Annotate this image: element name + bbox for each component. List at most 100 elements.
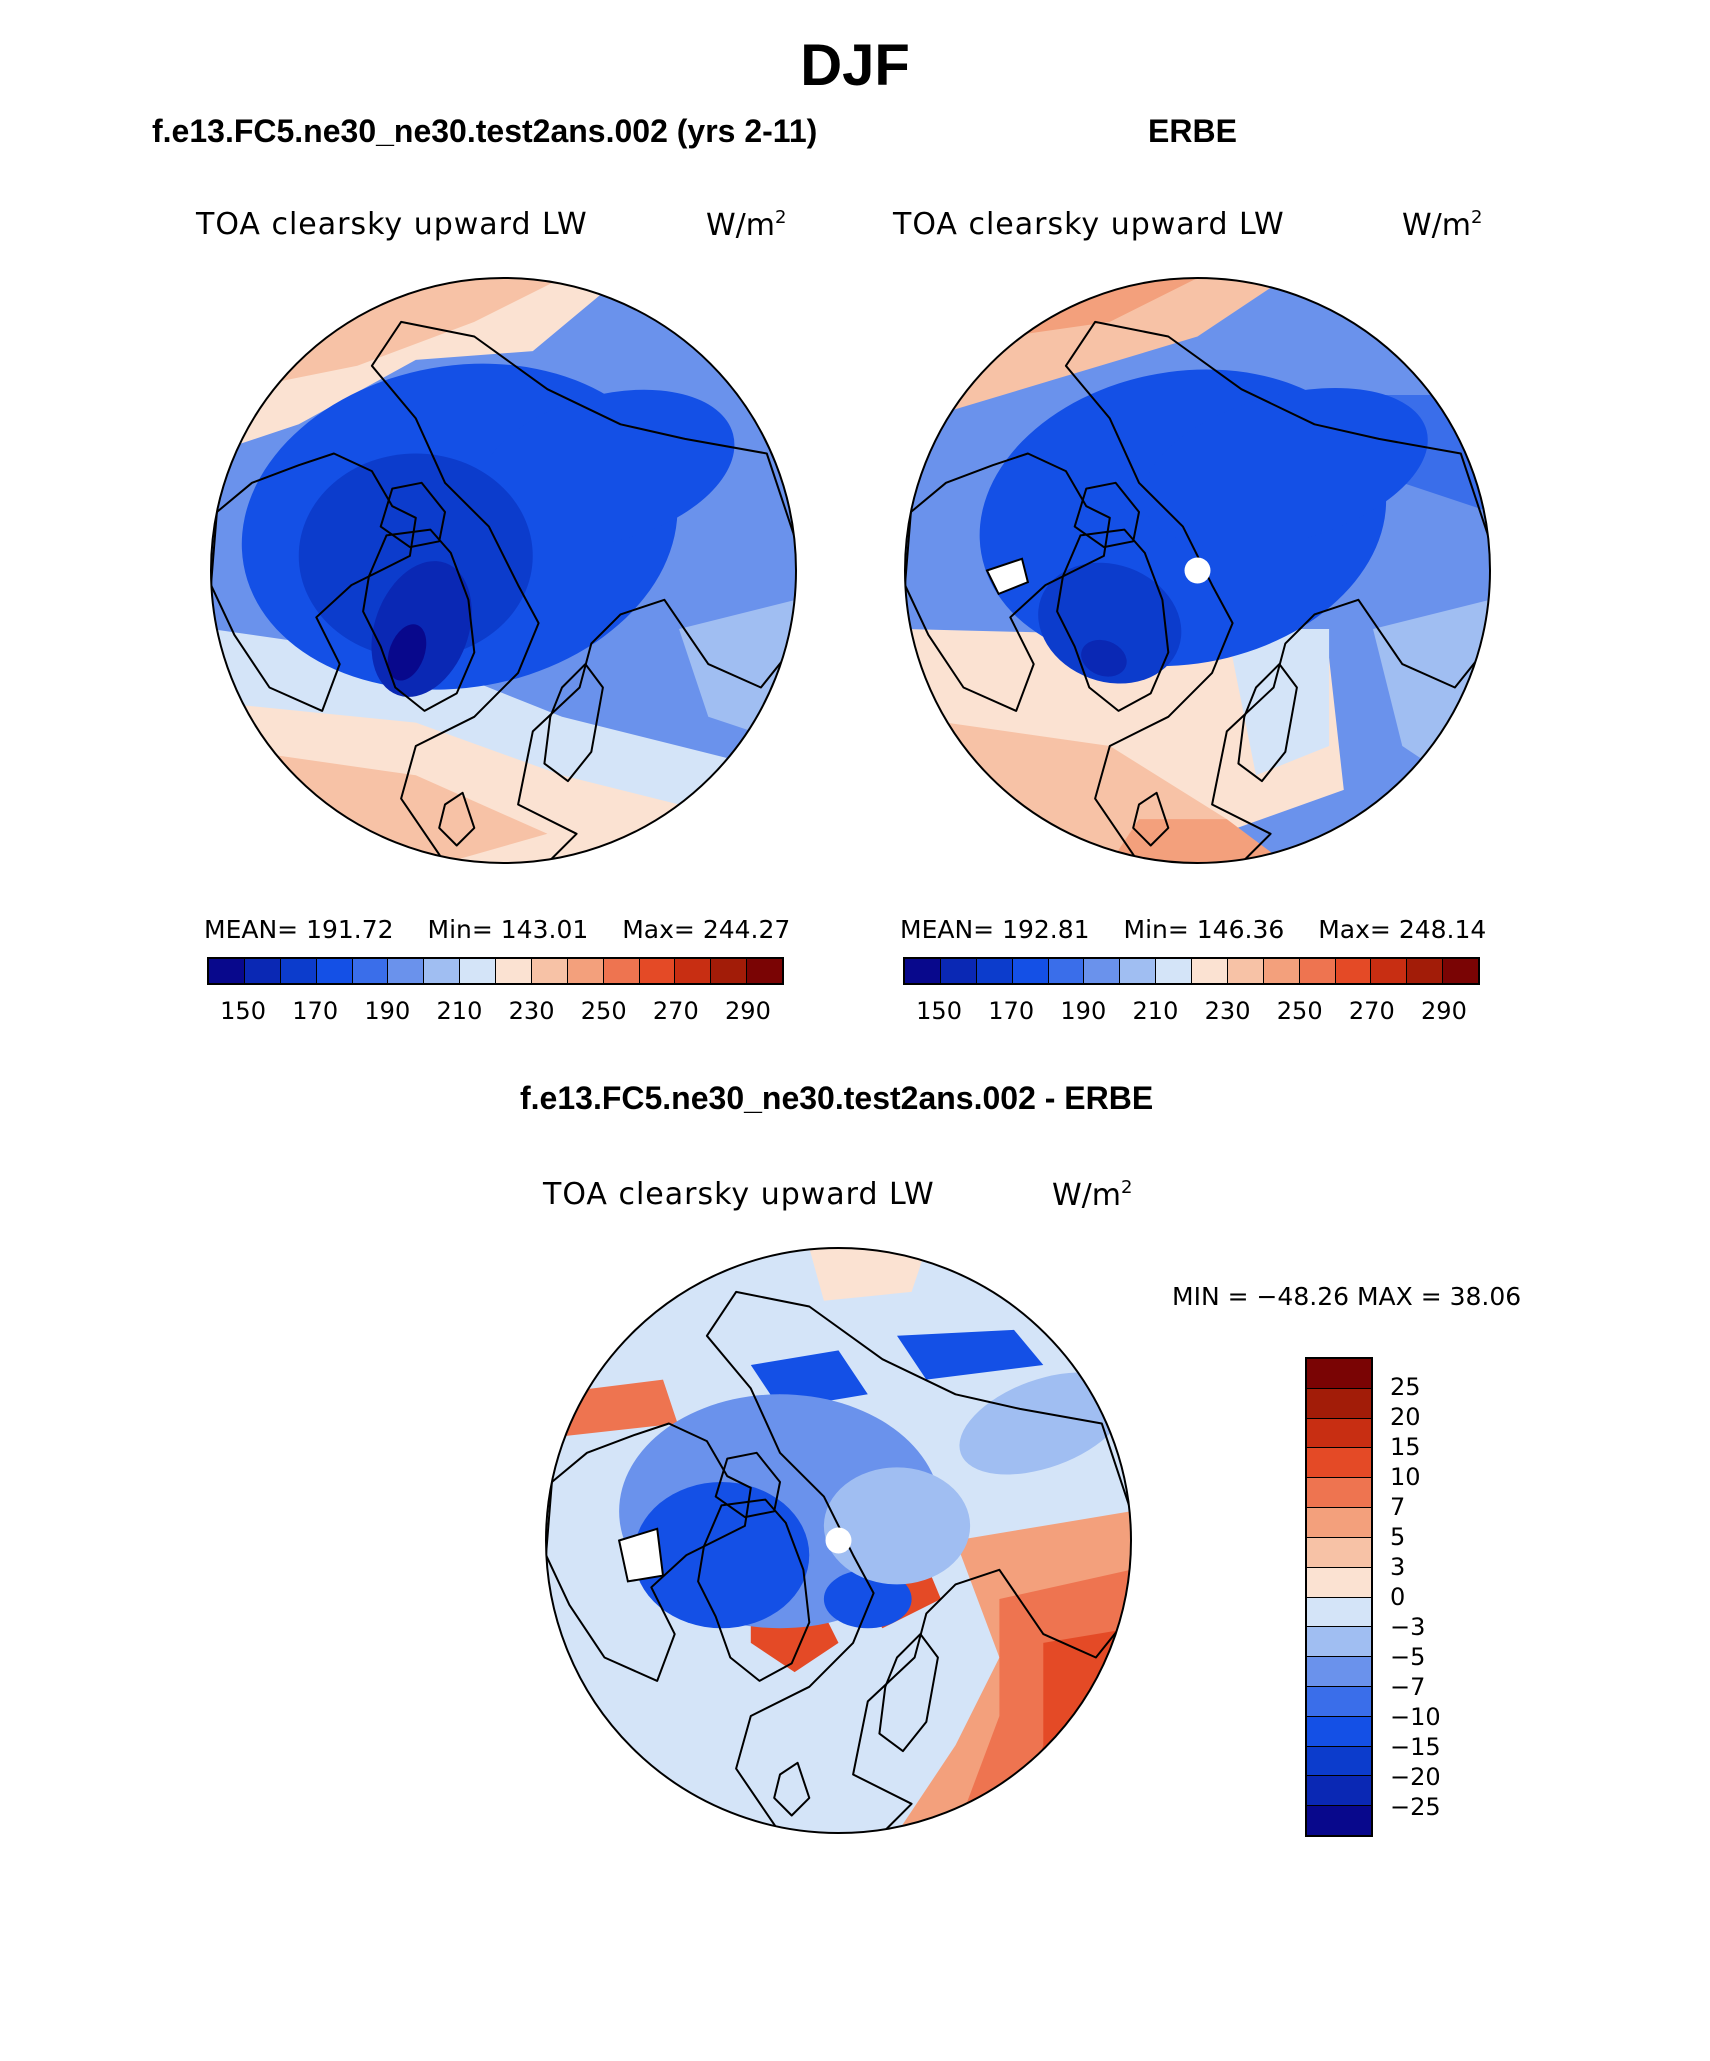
colorbar-swatch [1263, 959, 1300, 983]
colorbar-swatch [244, 959, 281, 983]
colorbar-swatch [1048, 959, 1085, 983]
field-contour-region [1142, 387, 1428, 549]
british-isles-coastline [773, 1761, 811, 1817]
colorbar-swatch [940, 959, 977, 983]
colorbar-tick-label: 230 [1204, 997, 1251, 1025]
colorbar-swatch [352, 959, 389, 983]
colorbar-tick-label: 210 [1132, 997, 1179, 1025]
colorbar-swatch [1307, 1806, 1371, 1835]
field-contour-region [1081, 639, 1127, 677]
colorbar-tick-label: −15 [1390, 1733, 1441, 1761]
field-contour-region [633, 1482, 810, 1629]
map-boundary [545, 1247, 1132, 1834]
colorbar-tick-label: −5 [1390, 1643, 1426, 1671]
colorbar-swatch [1227, 959, 1264, 983]
field-contour-region [477, 389, 735, 547]
greenland-coastline [1056, 528, 1170, 712]
model-mean-value: 191.72 [306, 915, 394, 944]
colorbar-swatch [1307, 1418, 1371, 1449]
colorbar-swatch [603, 959, 640, 983]
colorbar-tick-label: 270 [652, 997, 699, 1025]
colorbar-swatch [1084, 959, 1121, 983]
colorbar-tick-label: 150 [220, 997, 266, 1025]
colorbar-swatch [1443, 959, 1478, 983]
obs-mean-value: 192.81 [1002, 915, 1090, 944]
colorbar-swatch [675, 959, 712, 983]
colorbar-swatch [1307, 1508, 1371, 1538]
colorbar-swatch [1299, 959, 1336, 983]
colorbar-tick-label: 250 [1276, 997, 1323, 1025]
obs-polar-map [904, 277, 1491, 864]
obs-colorbar-labels: 150 170 190 210 230 250 270 290 [903, 997, 1480, 1027]
model-min-label: Min= [427, 915, 493, 944]
obs-stats: MEAN= 192.81 Min= 146.36 Max= 248.14 [900, 915, 1486, 944]
scandinavia-coastline [543, 663, 604, 783]
colorbar-swatch [905, 959, 941, 983]
north-america-coastline [211, 452, 417, 712]
colorbar-tick-label: 20 [1390, 1403, 1421, 1431]
scandinavia-coastline [878, 1633, 939, 1753]
colorbar-swatch [496, 959, 532, 983]
colorbar-tick-label: 5 [1390, 1523, 1406, 1551]
colorbar-swatch [1192, 959, 1228, 983]
colorbar-tick-label: −3 [1390, 1613, 1426, 1641]
arctic-archipelago-coastline [379, 481, 446, 549]
colorbar-swatch [1307, 1627, 1371, 1658]
british-isles-coastline [1132, 791, 1170, 847]
colorbar-tick-label: 290 [725, 997, 771, 1025]
obs-units-label: W/m2 [1402, 207, 1483, 243]
arctic-archipelago-coastline [714, 1451, 781, 1519]
obs-max-value: 248.14 [1398, 915, 1487, 944]
colorbar-tick-label: −10 [1390, 1703, 1441, 1731]
difference-minmax-text: MIN = −48.26 MAX = 38.06 [1172, 1282, 1522, 1311]
field-contour-region [809, 1248, 927, 1301]
colorbar-tick-label: 270 [1348, 997, 1395, 1025]
colorbar-tick-label: 170 [292, 997, 339, 1025]
model-mean-label: MEAN= [204, 915, 299, 944]
pole-missing-data [1184, 557, 1211, 584]
colorbar-tick-label: −20 [1390, 1763, 1441, 1791]
scandinavia-coastline [1237, 663, 1298, 783]
difference-polar-map [545, 1247, 1132, 1834]
greenland-coastline [697, 1498, 811, 1682]
eurasia-coastline [370, 320, 796, 863]
colorbar-swatch [280, 959, 317, 983]
obs-min-label: Min= [1123, 915, 1189, 944]
colorbar-tick-label: 210 [436, 997, 483, 1025]
map-field [211, 278, 796, 863]
difference-colorbar [1305, 1357, 1373, 1837]
difference-panel-title: f.e13.FC5.ne30_ne30.test2ans.002 - ERBE [520, 1080, 1154, 1116]
colorbar-tick-label: −7 [1390, 1673, 1426, 1701]
north-america-coastline [546, 1422, 752, 1682]
colorbar-swatch [1371, 959, 1408, 983]
colorbar-tick-label: 7 [1390, 1493, 1406, 1521]
obs-variable-label: TOA clearsky upward LW [893, 207, 1285, 242]
colorbar-tick-label: 25 [1390, 1373, 1421, 1401]
missing-data-patch [985, 557, 1030, 596]
obs-mean-label: MEAN= [900, 915, 995, 944]
model-max-value: 244.27 [702, 915, 791, 944]
model-panel-title: f.e13.FC5.ne30_ne30.test2ans.002 (yrs 2-… [152, 113, 818, 149]
colorbar-swatch [1307, 1597, 1371, 1628]
arctic-archipelago-coastline [1073, 481, 1140, 549]
colorbar-swatch [1407, 959, 1444, 983]
colorbar-swatch [1307, 1359, 1371, 1389]
colorbar-tick-label: 0 [1390, 1583, 1406, 1611]
colorbar-tick-label: 150 [916, 997, 962, 1025]
field-contour-region [823, 1569, 912, 1629]
colorbar-swatch [460, 959, 496, 983]
colorbar-swatch [711, 959, 748, 983]
colorbar-swatch [316, 959, 353, 983]
obs-min-value: 146.36 [1196, 915, 1285, 944]
colorbar-tick-label: 190 [1060, 997, 1107, 1025]
colorbar-swatch [976, 959, 1013, 983]
colorbar-swatch [209, 959, 245, 983]
colorbar-swatch [1307, 1657, 1371, 1687]
field-contour-region [1226, 629, 1330, 776]
greenland-coastline [362, 528, 476, 712]
model-polar-map [210, 277, 797, 864]
colorbar-swatch [1307, 1746, 1371, 1777]
colorbar-swatch [1307, 1567, 1371, 1598]
colorbar-swatch [567, 959, 604, 983]
colorbar-swatch [1307, 1448, 1371, 1479]
